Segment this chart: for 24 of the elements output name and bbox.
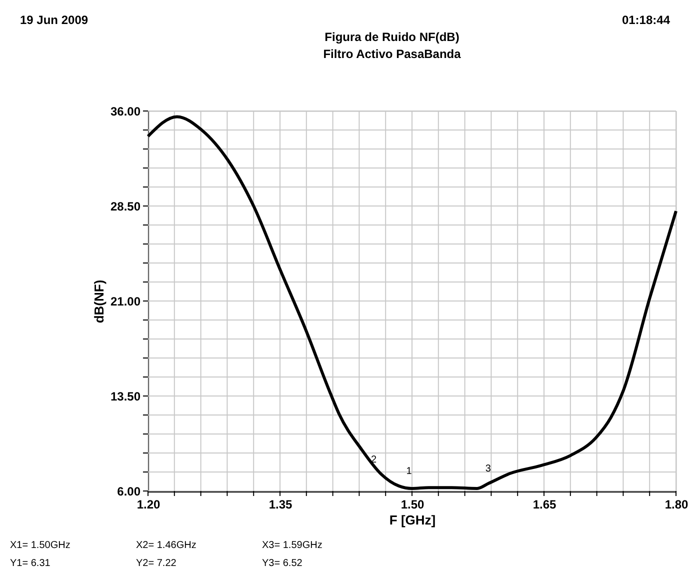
x-tick-label: 1.50 — [400, 498, 424, 512]
text: X3= 1.59GHz — [262, 540, 322, 551]
y-tick-label: 6.00 — [117, 484, 141, 498]
x-tick-label: 1.65 — [532, 498, 556, 512]
text: 01:18:44 — [622, 13, 670, 27]
y-axis-title: dB(NF) — [91, 280, 106, 324]
y-tick-label: 21.00 — [110, 294, 141, 308]
chart-subtitle: Filtro Activo PasaBanda — [323, 47, 462, 61]
annotation: 1 — [406, 466, 412, 478]
chart-title: Figura de Ruido NF(dB) — [324, 30, 460, 44]
x-tick-label: 1.35 — [268, 498, 292, 512]
text: Y1= 6.31 — [10, 558, 51, 569]
y-tick-label: 36.00 — [110, 104, 141, 118]
y-tick-label: 13.50 — [110, 390, 141, 404]
text: Y3= 6.52 — [262, 558, 303, 569]
text: X2= 1.46GHz — [136, 540, 196, 551]
y-tick-label: 28.50 — [110, 200, 141, 214]
x-tick-label: 1.20 — [136, 498, 160, 512]
x-tick-label: 1.80 — [664, 498, 688, 512]
text: X1= 1.50GHz — [10, 540, 70, 551]
x-axis-title: F [GHz] — [389, 512, 436, 528]
text: Y2= 7.22 — [136, 558, 177, 569]
text: 19 Jun 2009 — [20, 13, 88, 27]
annotation: 3 — [485, 463, 492, 474]
